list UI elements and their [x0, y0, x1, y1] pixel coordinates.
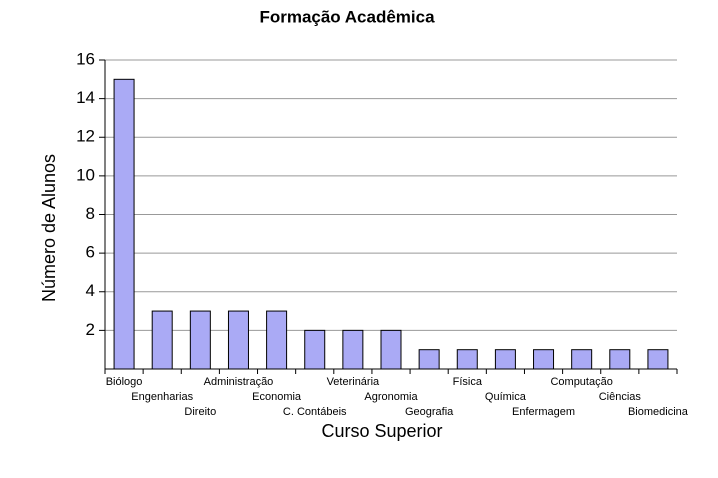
x-tick-label: Enfermagem — [512, 406, 575, 418]
bar — [266, 310, 288, 370]
bar — [151, 310, 173, 370]
x-tick-label: Química — [485, 391, 527, 403]
y-axis-label: Número de Alunos — [39, 154, 59, 302]
bar — [609, 349, 631, 370]
x-tick-label: Ciências — [599, 391, 642, 403]
bar — [494, 349, 516, 370]
bar — [304, 329, 326, 370]
bar — [227, 310, 249, 370]
x-axis-label: Curso Superior — [321, 421, 442, 441]
x-tick-label: Economia — [252, 391, 302, 403]
y-tick-label: 10 — [76, 165, 95, 184]
x-tick-label: Engenharias — [131, 391, 193, 403]
x-tick-label: Biomedicina — [628, 406, 689, 418]
x-tick-label: Computação — [550, 376, 612, 388]
y-tick-label: 4 — [86, 281, 95, 300]
x-tick-label: Biólogo — [106, 376, 143, 388]
x-tick-label: Geografia — [405, 406, 454, 418]
x-tick-label: Física — [453, 376, 483, 388]
bar — [571, 349, 593, 370]
y-tick-label: 14 — [76, 88, 95, 107]
bar — [533, 349, 555, 370]
bar — [342, 329, 364, 370]
bar — [113, 78, 135, 370]
y-tick-label: 6 — [86, 243, 95, 262]
bar — [380, 329, 402, 370]
bar — [456, 349, 478, 370]
bar — [189, 310, 211, 370]
x-tick-label: Direito — [184, 406, 216, 418]
x-tick-label: C. Contábeis — [283, 406, 347, 418]
x-tick-label: Agronomia — [364, 391, 418, 403]
x-tick-label: Administração — [204, 376, 274, 388]
y-tick-label: 16 — [76, 49, 95, 68]
bar — [647, 349, 669, 370]
y-tick-label: 12 — [76, 127, 95, 146]
x-tick-label: Veterinária — [327, 376, 380, 388]
chart-title: Formação Acadêmica — [259, 7, 435, 26]
y-tick-label: 2 — [86, 320, 95, 339]
y-tick-label: 8 — [86, 204, 95, 223]
bar — [418, 349, 440, 370]
